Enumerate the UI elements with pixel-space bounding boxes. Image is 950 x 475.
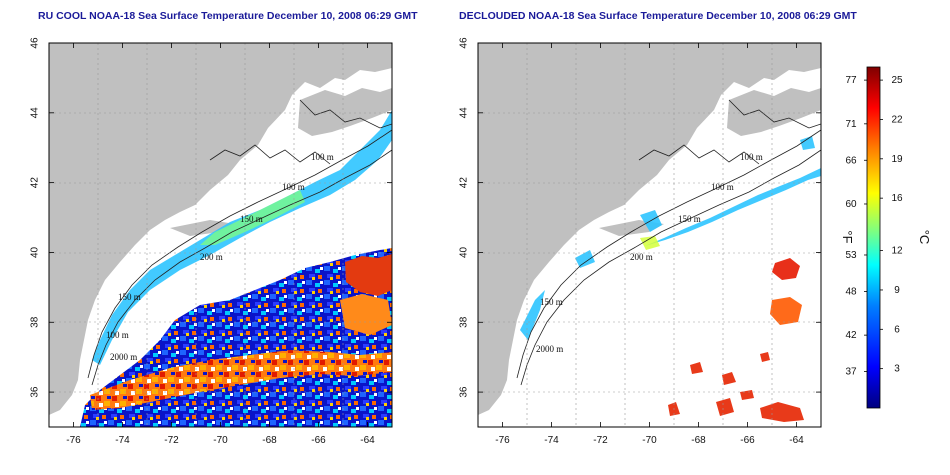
contour-label: 150 m [118,292,141,302]
celsius-tick-label: 22 [891,114,903,125]
fahrenheit-tick-label: 71 [845,119,857,130]
fahrenheit-tick-label: 37 [845,367,857,378]
nova-scotia-land [727,88,821,136]
colorbar: 25 22 19 16 12 9 6 3 77 71 66 60 53 48 42 37 °F °C [840,66,932,409]
left-map-axes: -76 -74 -72 -70 -68 -66 -64 36 38 40 42 44 46 [30,37,392,446]
lon-tick-label: -76 [66,435,81,446]
fahrenheit-tick-label: 66 [845,155,857,166]
celsius-tick-label: 25 [891,75,903,86]
lon-tick-label: -72 [164,435,179,446]
sst-warm-eddy-2 [770,297,802,325]
contour-label: 2000 m [110,352,137,362]
right-map-title: DECLOUDED NOAA-18 Sea Surface Temperatur… [459,10,857,22]
fahrenheit-tick-label: 42 [845,330,857,341]
isobath-contour-outer [520,149,821,386]
lat-tick-label: 42 [30,177,41,189]
isobath-contour-gulf-of-maine [209,99,392,165]
isobath-contour-inner [516,129,821,379]
isobath-contour-gulf-of-maine [638,99,821,165]
contour-label: 200 m [630,252,653,262]
sst-gulf-stream-warm [90,350,392,410]
fahrenheit-tick-label: 60 [845,199,857,210]
isobath-contour-inner [87,129,392,379]
fahrenheit-tick-label: 53 [845,250,857,261]
sst-shelf-band-green [640,236,660,250]
lat-tick-label: 36 [459,386,470,398]
lon-tick-label: -68 [262,435,277,446]
contour-label: 150 m [540,297,563,307]
right-map-panel: 100 m 100 m 150 m 200 m 150 m 2000 m -76… [459,37,822,446]
lat-tick-label: 44 [459,107,470,119]
lon-tick-label: -76 [495,435,510,446]
sst-warm-eddy [772,258,800,280]
contour-label: 100 m [711,182,734,192]
lon-tick-label: -66 [311,435,326,446]
contour-label: 100 m [740,152,763,162]
celsius-tick-label: 9 [894,285,900,296]
lon-tick-label: -72 [593,435,608,446]
sst-warm-eddy-2 [340,294,392,335]
nova-scotia-land [298,88,392,136]
isobath-contour-outer [91,149,392,386]
graticule [478,43,821,427]
lon-tick-label: -70 [642,435,657,446]
contour-label: 100 m [311,152,334,162]
celsius-tick-label: 12 [891,246,903,257]
lat-tick-label: 40 [459,246,470,258]
fahrenheit-unit-label: °F [840,230,855,243]
right-map-area [478,43,821,427]
celsius-tick-label: 3 [894,364,900,375]
contour-label: 150 m [678,214,701,224]
right-map-axes: -76 -74 -72 -70 -68 -66 -64 36 38 40 42 44 46 [459,37,821,446]
colorbar-gradient [866,66,881,409]
lon-tick-label: -74 [115,435,130,446]
graticule [49,43,392,427]
sst-warm-eddy [345,254,392,296]
lon-tick-label: -74 [544,435,559,446]
lat-tick-label: 36 [30,386,41,398]
colorbar-ticks: 25 22 19 16 12 9 6 3 77 71 66 60 53 48 42 37 [845,75,903,377]
lat-tick-label: 38 [459,316,470,328]
contour-label: 150 m [240,214,263,224]
sst-shelf-band-green [200,190,305,245]
left-map-panel: 100 m 100 m 150 m 200 m 150 m 100 m 2000… [30,37,393,446]
lon-tick-label: -64 [360,435,375,446]
fahrenheit-tick-label: 77 [845,75,857,86]
contour-label: 100 m [282,182,305,192]
sst-shelf-band [645,168,821,246]
sst-shelf-band-south [520,250,595,340]
lat-tick-label: 40 [30,246,41,258]
contour-label: 200 m [200,252,223,262]
lon-tick-label: -68 [691,435,706,446]
lat-tick-label: 38 [30,316,41,328]
celsius-tick-label: 19 [891,154,903,165]
lat-tick-label: 44 [30,107,41,119]
celsius-tick-label: 16 [891,193,903,204]
lat-tick-label: 46 [459,37,470,49]
celsius-unit-label: °C [917,230,932,245]
contour-label: 2000 m [536,344,563,354]
sst-warm-patch [668,352,804,422]
fahrenheit-tick-label: 48 [845,286,857,297]
left-map-area [49,43,392,427]
lon-tick-label: -66 [740,435,755,446]
lat-tick-label: 46 [30,37,41,49]
sst-shelf-band-north [640,136,815,232]
celsius-tick-label: 6 [894,324,900,335]
lon-tick-label: -70 [213,435,228,446]
lon-tick-label: -64 [789,435,804,446]
land-mass [49,43,392,415]
contour-label: 100 m [106,330,129,340]
left-map-title: RU COOL NOAA-18 Sea Surface Temperature … [38,10,418,22]
land-mass [478,43,821,415]
lat-tick-label: 42 [459,177,470,189]
